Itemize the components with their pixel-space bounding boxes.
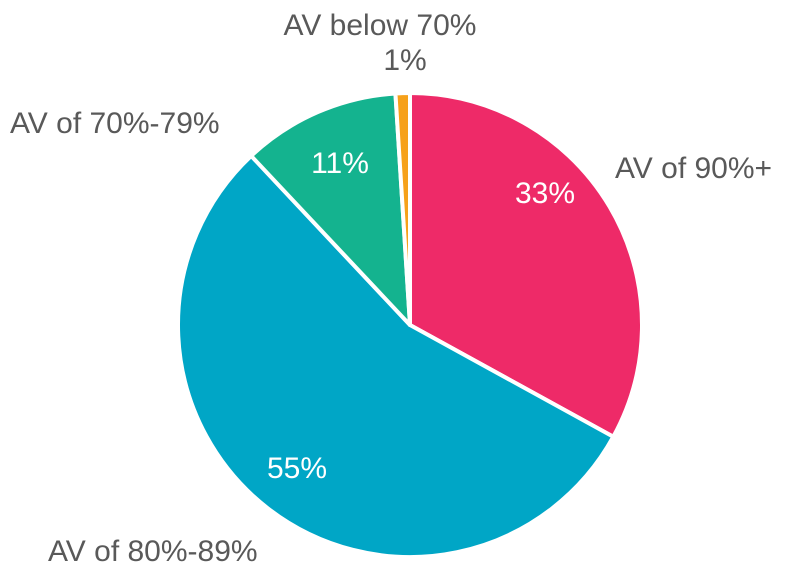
pie-slice (176, 153, 616, 559)
value-label: 11% (311, 147, 369, 180)
category-label: AV below 70% (284, 9, 477, 42)
value-label: 33% (515, 177, 575, 210)
pie-slice (408, 91, 644, 439)
pie-slice (249, 91, 412, 327)
category-label: AV of 90%+ (615, 152, 772, 185)
category-label: AV of 70%-79% (10, 107, 220, 140)
value-label: 1% (383, 44, 426, 77)
value-label: 55% (267, 452, 327, 485)
category-label: AV of 80%-89% (48, 535, 258, 568)
pie-slice (393, 91, 412, 327)
